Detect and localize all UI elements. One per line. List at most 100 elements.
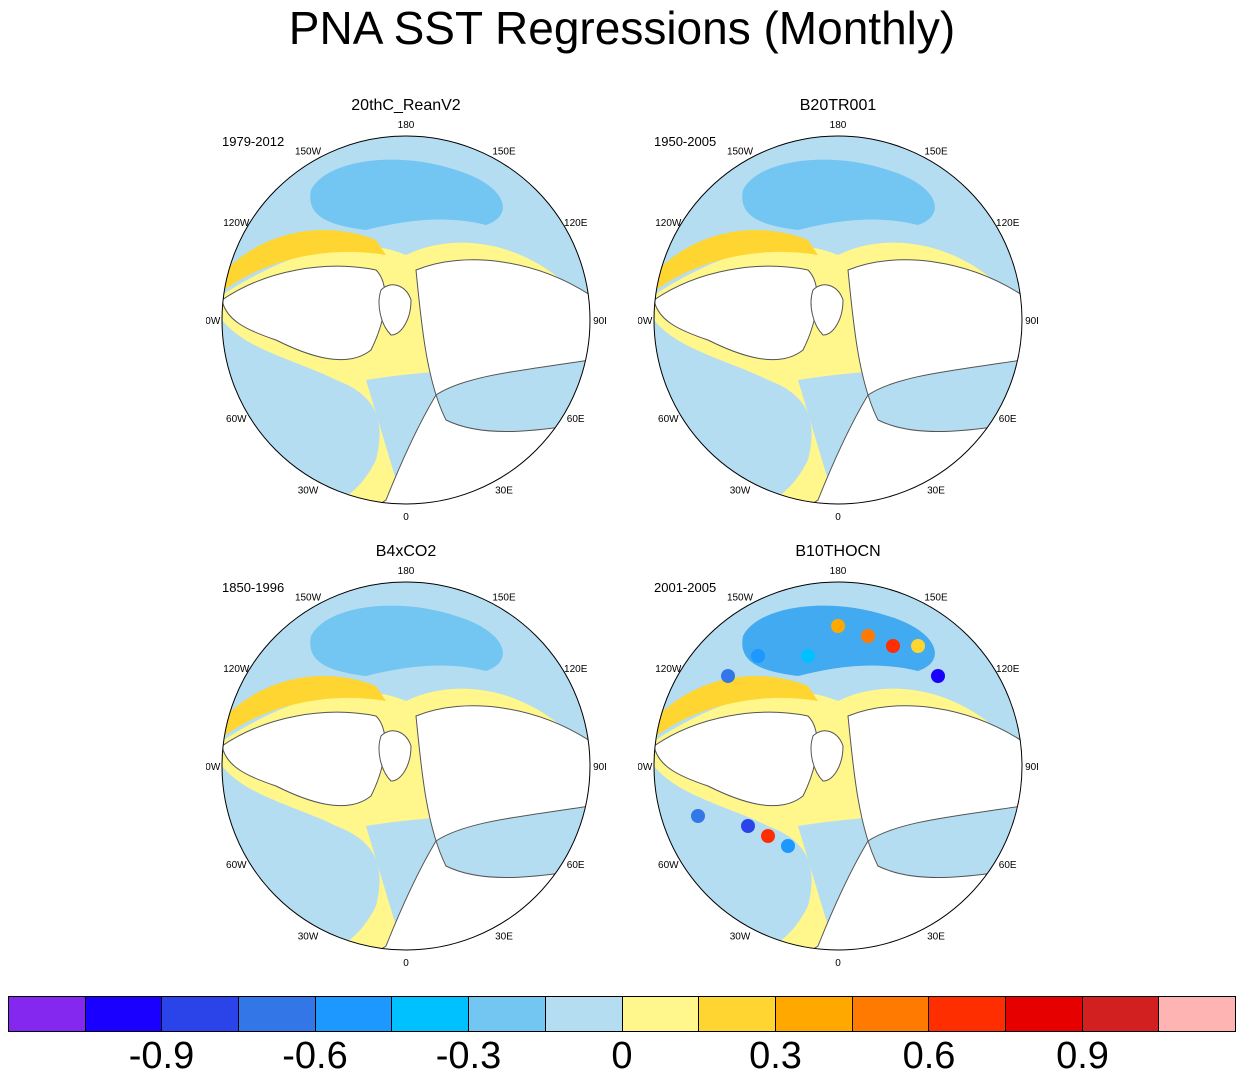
longitude-label: 90E (1025, 316, 1038, 327)
longitude-label: 180 (398, 566, 415, 577)
longitude-label: 0 (835, 512, 841, 520)
longitude-label: 30W (298, 486, 319, 497)
colorbar-box (622, 997, 700, 1031)
longitude-label: 60E (567, 860, 585, 871)
longitude-label: 150W (727, 592, 754, 603)
anomaly-blob (781, 839, 795, 853)
longitude-label: 180 (830, 566, 847, 577)
longitude-label: 90W (206, 316, 221, 327)
colorbar-tick-label: -0.3 (435, 1035, 502, 1077)
colorbar-box (85, 997, 163, 1031)
longitude-label: 150W (295, 592, 322, 603)
longitude-label: 150E (492, 592, 516, 603)
alaska-warm-band (224, 230, 386, 290)
pacific-cool-core (310, 605, 503, 676)
longitude-label: 60E (999, 414, 1017, 425)
longitude-label: 120W (655, 218, 682, 229)
map-panel-20thc-reanv2: 20thC_ReanV2 1979-2012 180 150E 120E 90E 60E… (206, 96, 606, 520)
colorbar-box (239, 997, 316, 1031)
longitude-label: 120W (223, 664, 250, 675)
anomaly-blob (801, 649, 815, 663)
panel-title: B10THOCN (795, 543, 881, 560)
colorbar-box (1005, 997, 1083, 1031)
colorbar-box (929, 997, 1006, 1031)
greenland-land (378, 730, 412, 782)
colorbar-box (392, 997, 470, 1031)
colorbar-box (315, 997, 393, 1031)
longitude-label: 90W (638, 316, 653, 327)
greenland-land (810, 284, 844, 336)
colorbar-box (1082, 997, 1160, 1031)
map-border (221, 135, 591, 505)
colorbar-box (469, 997, 546, 1031)
colorbar-tick-label: -0.6 (282, 1035, 348, 1077)
longitude-label: 120W (223, 218, 250, 229)
longitude-label: 150E (924, 592, 948, 603)
longitude-label: 90E (1025, 762, 1038, 773)
longitude-label: 30E (495, 486, 513, 497)
panel-title: B4xCO2 (375, 543, 437, 560)
greenland-land (378, 284, 412, 336)
longitude-label: 30E (927, 486, 945, 497)
map-panel-b20tr001: B20TR001 1950-2005 180 150E 120E 90E 60E 30E 0… (638, 96, 1038, 520)
longitude-label: 0 (403, 958, 409, 966)
anomaly-blob (751, 649, 765, 663)
longitude-label: 150W (727, 146, 754, 157)
map-panel-b4xco2: B4xCO2 1850-1996 180 150E 120E 90E 60E 30E 0 30… (206, 542, 606, 966)
anomaly-blob (831, 619, 845, 633)
map-panel-b10thocn: B10THOCN 2001-2005 180 150E 120E 90E 60E 30E 0… (638, 542, 1038, 966)
alaska-warm-band (656, 676, 818, 736)
longitude-label: 0 (835, 958, 841, 966)
north-america-land (654, 711, 818, 807)
longitude-label: 60E (999, 860, 1017, 871)
map-border (653, 135, 1023, 505)
longitude-label: 120E (564, 664, 588, 675)
longitude-label: 60W (226, 860, 247, 871)
colorbar-box (162, 997, 240, 1031)
longitude-label: 120E (564, 218, 588, 229)
panel-years: 2001-2005 (654, 580, 717, 595)
polar-map: 180 150E 120E 90E 60E 30E 0 30W 60W 90W 120W 150W (206, 120, 606, 520)
colorbar-tick-label: 0.6 (902, 1035, 956, 1077)
colorbar-tick-label: -0.9 (128, 1035, 195, 1077)
north-america-land (654, 265, 818, 361)
longitude-label: 150W (295, 146, 322, 157)
longitude-label: 90E (593, 762, 606, 773)
longitude-label: 30W (730, 486, 751, 497)
longitude-label: 30W (730, 932, 751, 943)
pacific-cool-core (742, 159, 935, 230)
colorbar-tick-label: 0.9 (1056, 1035, 1109, 1077)
colorbar-box (852, 997, 930, 1031)
colorbar-box (545, 997, 623, 1031)
anomaly-blob (761, 829, 775, 843)
longitude-label: 30E (927, 932, 945, 943)
longitude-label: 60W (658, 860, 679, 871)
north-america-land (222, 265, 386, 361)
anomaly-blob (691, 809, 705, 823)
pacific-cool-core (310, 159, 503, 230)
longitude-label: 90W (206, 762, 221, 773)
longitude-label: 150E (492, 146, 516, 157)
longitude-label: 30E (495, 932, 513, 943)
panel-years: 1950-2005 (654, 134, 717, 149)
polar-map: 180 150E 120E 90E 60E 30E 0 30W 60W 90W 120W 150W (638, 120, 1038, 520)
longitude-label: 60W (226, 414, 247, 425)
longitude-label: 90W (638, 762, 653, 773)
longitude-label: 180 (398, 120, 415, 131)
longitude-label: 120E (996, 664, 1020, 675)
figure-title: PNA SST Regressions (Monthly) (288, 2, 956, 54)
colorbar-tick-label: 0 (611, 1035, 633, 1077)
panel-years: 1979-2012 (222, 134, 285, 149)
longitude-label: 150E (924, 146, 948, 157)
anomaly-blob (931, 669, 945, 683)
anomaly-blob (721, 669, 735, 683)
anomaly-blob (861, 629, 875, 643)
map-border (653, 581, 1023, 951)
polar-map: 180 150E 120E 90E 60E 30E 0 30W 60W 90W 120W 150W (206, 566, 606, 966)
longitude-label: 180 (830, 120, 847, 131)
map-border (221, 581, 591, 951)
alaska-warm-band (656, 230, 818, 290)
longitude-label: 120W (655, 664, 682, 675)
colorbar (8, 996, 1236, 1032)
colorbar-box (775, 997, 853, 1031)
